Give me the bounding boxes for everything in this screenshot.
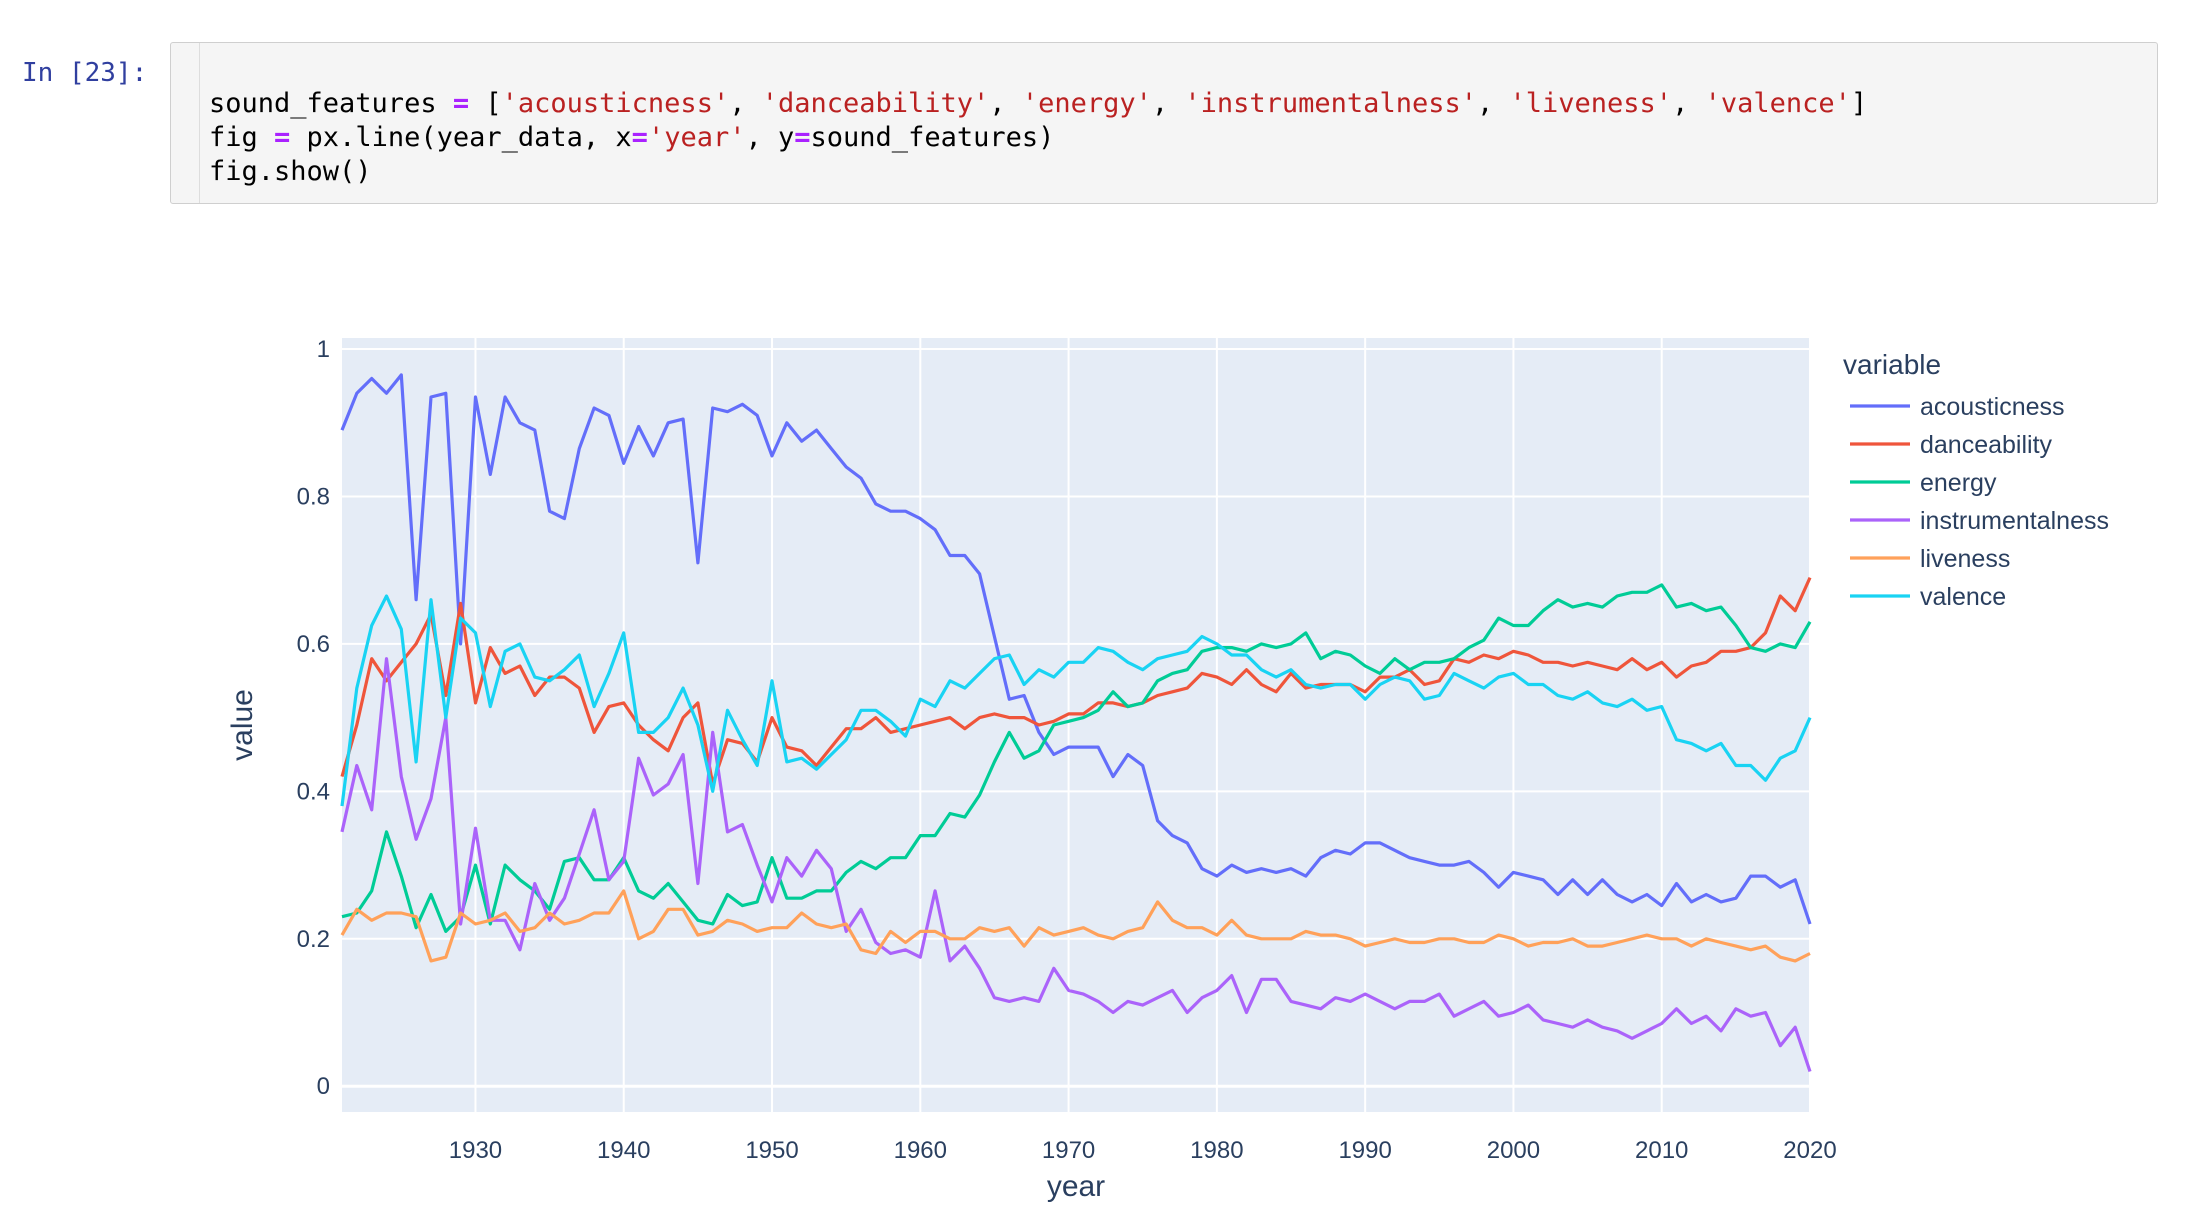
code-string: 'instrumentalness' (1184, 88, 1477, 119)
x-tick-label: 2020 (1783, 1137, 1836, 1164)
y-tick-label: 1 (317, 336, 330, 363)
legend: variable acousticness danceability energy in… (1843, 349, 2109, 611)
legend-label: energy (1920, 469, 1997, 497)
grid-lines (342, 338, 1811, 1112)
y-axis-ticks: 0 0.2 0.4 0.6 0.8 1 (297, 336, 330, 1100)
legend-item-valence[interactable]: valence (1850, 583, 2006, 611)
y-tick-label: 0.4 (297, 778, 330, 805)
series-line-instrumentalness (340, 657, 1812, 1073)
y-tick-label: 0 (317, 1073, 330, 1100)
legend-title: variable (1843, 349, 1941, 380)
code-line: fig = px.line(year_data, x='year', y=sou… (209, 122, 1054, 153)
plot-background (342, 338, 1810, 1112)
cell-prompt: In [23]: (22, 58, 148, 88)
y-tick-label: 0.8 (297, 483, 330, 510)
x-tick-label: 1930 (449, 1137, 502, 1164)
code-string: 'energy' (1021, 88, 1152, 119)
code-text: , (1476, 88, 1510, 119)
code-string: 'valence' (1704, 88, 1851, 119)
legend-label: instrumentalness (1920, 507, 2109, 535)
x-tick-label: 1960 (894, 1137, 947, 1164)
code-string: 'liveness' (1509, 88, 1673, 119)
code-text: , (729, 88, 762, 119)
code-operator: = (452, 88, 470, 119)
x-tick-label: 2000 (1487, 1137, 1540, 1164)
series-lines (340, 373, 1812, 1073)
cell-gutter (199, 43, 200, 203)
legend-label: liveness (1920, 545, 2010, 573)
legend-item-liveness[interactable]: liveness (1850, 545, 2010, 573)
code-editor[interactable]: sound_features = ['acousticness', 'dance… (209, 87, 1867, 189)
code-text: sound_features) (810, 122, 1055, 153)
series-line-acousticness (340, 373, 1812, 925)
code-text: , (1672, 88, 1705, 119)
code-operator: = (274, 122, 291, 153)
code-text: sound_features (209, 88, 453, 119)
x-axis-ticks: 1930 1940 1950 1960 1970 1980 1990 2000 2010 2020 (449, 1137, 1837, 1164)
code-operator: = (631, 122, 648, 153)
x-tick-label: 1970 (1042, 1137, 1095, 1164)
legend-label: acousticness (1920, 393, 2065, 421)
code-text: , (989, 88, 1022, 119)
legend-item-instrumentalness[interactable]: instrumentalness (1850, 507, 2109, 535)
legend-label: danceability (1920, 431, 2053, 459)
x-tick-label: 1940 (597, 1137, 650, 1164)
code-text: [ (469, 88, 502, 119)
series-line-liveness (340, 889, 1811, 963)
series-line-energy (341, 583, 1812, 934)
x-tick-label: 2010 (1635, 1137, 1688, 1164)
x-tick-label: 1980 (1190, 1137, 1243, 1164)
code-line: sound_features = ['acousticness', 'dance… (209, 88, 1867, 119)
code-text: , (1151, 88, 1185, 119)
series-line-danceability (340, 576, 1812, 786)
code-text: fig.show() (209, 156, 372, 187)
legend-item-danceability[interactable]: danceability (1850, 431, 2053, 459)
x-tick-label: 1990 (1338, 1137, 1391, 1164)
legend-item-acousticness[interactable]: acousticness (1850, 393, 2065, 421)
x-axis-title: year (1047, 1170, 1105, 1203)
code-string: 'danceability' (761, 88, 990, 119)
legend-label: valence (1920, 583, 2006, 611)
legend-item-energy[interactable]: energy (1850, 469, 1997, 497)
code-line: fig.show() (209, 156, 372, 187)
code-cell[interactable]: sound_features = ['acousticness', 'dance… (170, 42, 2158, 204)
code-string: 'acousticness' (501, 88, 730, 119)
code-string: 'year' (647, 122, 746, 153)
code-text: fig (209, 122, 275, 153)
code-operator: = (794, 122, 811, 153)
x-tick-label: 1950 (745, 1137, 798, 1164)
code-text: ] (1850, 88, 1868, 119)
series-line-valence (340, 594, 1812, 807)
y-tick-label: 0.6 (297, 631, 330, 658)
code-text: px.line(year_data, x (290, 122, 632, 153)
y-tick-label: 0.2 (297, 926, 330, 953)
y-axis-title: value (226, 689, 259, 761)
code-text: , y (745, 122, 795, 153)
